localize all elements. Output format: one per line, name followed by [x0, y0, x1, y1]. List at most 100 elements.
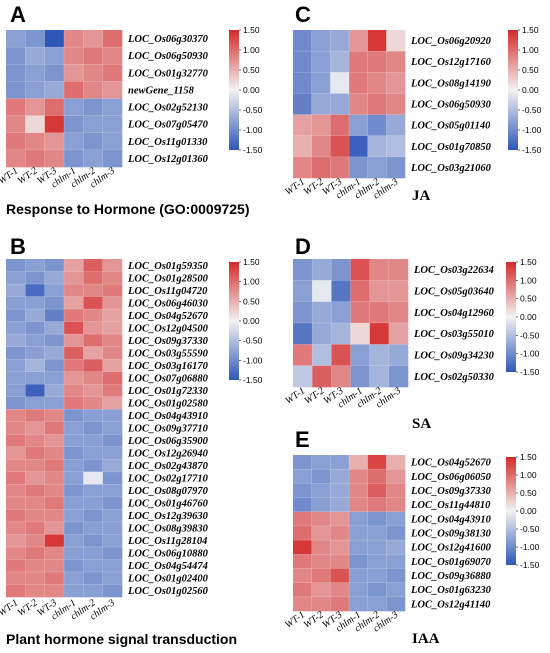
heatmap-cell: [64, 396, 84, 410]
colorbar-tick-label: -0.50: [520, 330, 540, 340]
heatmap-cell: [44, 259, 65, 272]
heatmap-cell: [331, 301, 351, 324]
row-label: LOC_Os12g39630: [127, 511, 209, 522]
heatmap-cell: [44, 81, 65, 99]
heatmap-cell: [293, 30, 312, 52]
heatmap-cell: [83, 309, 103, 322]
heatmap-cell: [44, 546, 65, 560]
heatmap-cell: [64, 296, 84, 310]
heatmap-cell: [83, 359, 103, 372]
heatmap-cell: [83, 434, 103, 448]
heatmap-cell: [83, 371, 103, 385]
heatmap-cell: [83, 47, 103, 65]
heatmap-cell: [6, 409, 26, 423]
row-label: LOC_Os12g01360: [127, 154, 209, 165]
panel-e-title: IAA: [412, 631, 440, 647]
heatmap-cell: [293, 51, 312, 73]
heatmap-cell: [83, 321, 103, 335]
heatmap-cell: [25, 47, 45, 65]
row-label: LOC_Os03g22634: [413, 265, 494, 276]
heatmap-cell: [102, 284, 123, 297]
heatmap-cell: [64, 496, 84, 510]
heatmap-cell: [293, 469, 312, 484]
heatmap-cell: [83, 571, 103, 585]
row-label: LOC_Os01g02560: [127, 586, 209, 597]
heatmap-cell: [312, 365, 332, 388]
row-label: LOC_Os03g55010: [413, 329, 495, 340]
row-label: LOC_Os08g39830: [127, 524, 209, 535]
heatmap-cell: [25, 132, 45, 151]
panel-c-title: JA: [412, 188, 431, 204]
row-label: LOC_Os09g37330: [410, 486, 492, 497]
heatmap-cell: [64, 81, 84, 99]
heatmap-cell: [83, 30, 103, 48]
row-label: LOC_Os01g32770: [127, 68, 209, 79]
heatmap-cell: [350, 344, 370, 366]
heatmap-cell: [83, 81, 103, 99]
heatmap-cell: [388, 259, 409, 281]
heatmap-cell: [386, 30, 406, 52]
heatmap-cell: [349, 525, 368, 541]
heatmap-cell: [311, 525, 331, 541]
row-label: LOC_Os06g10880: [127, 549, 209, 560]
heatmap-cell: [64, 484, 84, 498]
heatmap-cell: [83, 64, 103, 82]
heatmap-cell: [349, 114, 368, 137]
heatmap-cell: [293, 259, 313, 281]
heatmap-cell: [83, 421, 103, 435]
heatmap-cell: [349, 469, 368, 484]
heatmap-cell: [6, 132, 26, 151]
heatmap-cell: [349, 511, 368, 527]
heatmap-cell: [6, 321, 26, 335]
heatmap-cell: [367, 114, 387, 137]
heatmap-cell: [64, 284, 84, 297]
colorbar-tick-label: -1.50: [243, 145, 263, 155]
heatmap-cell: [44, 484, 65, 498]
heatmap-cell: [25, 546, 45, 560]
heatmap-cell: [25, 584, 45, 598]
heatmap-cell: [102, 115, 123, 134]
heatmap-cell: [367, 93, 387, 115]
panel-d-letter: D: [295, 234, 311, 259]
heatmap-cell: [25, 81, 45, 99]
colorbar-tick-label: 1.50: [243, 257, 260, 267]
heatmap-cell: [83, 509, 103, 523]
heatmap-cell: [64, 409, 84, 423]
heatmap-cell: [388, 344, 409, 366]
row-label: LOC_Os04g12960: [413, 308, 495, 319]
heatmap-cell: [44, 64, 65, 82]
heatmap-cell: [367, 51, 387, 73]
heatmap-cell: [367, 156, 387, 179]
colorbar-tick-label: -0.50: [522, 105, 542, 115]
heatmap-cell: [102, 271, 123, 285]
heatmap-cell: [64, 334, 84, 347]
row-label: LOC_Os08g07970: [127, 486, 209, 497]
heatmap-cell: [25, 309, 45, 322]
colorbar-tick-label: 0.50: [520, 294, 537, 304]
colorbar-tick-label: 1.50: [520, 257, 537, 267]
heatmap-cell: [64, 30, 84, 48]
heatmap-cell: [102, 346, 123, 360]
row-label: newGene_1158: [128, 85, 195, 96]
heatmap-cell: [6, 571, 26, 585]
heatmap-cell: [293, 301, 313, 324]
heatmap-cell: [102, 471, 123, 485]
colorbar: [506, 457, 516, 565]
heatmap-cell: [331, 280, 351, 302]
heatmap-cell: [6, 271, 26, 285]
heatmap-cell: [25, 98, 45, 116]
panel-a-letter: A: [10, 2, 26, 27]
colorbar-tick-label: 0.50: [243, 296, 260, 306]
row-label: LOC_Os02g43870: [127, 461, 209, 472]
heatmap-cell: [6, 384, 26, 398]
heatmap-cell: [83, 559, 103, 573]
heatmap-cell: [25, 434, 45, 448]
heatmap-cell: [312, 323, 332, 345]
heatmap-cell: [25, 359, 45, 372]
heatmap-cell: [44, 384, 65, 398]
heatmap-cell: [311, 469, 331, 484]
row-label: LOC_Os01g02400: [127, 574, 209, 585]
heatmap-cell: [83, 546, 103, 560]
heatmap-cell: [44, 584, 65, 598]
heatmap-cell: [6, 284, 26, 297]
